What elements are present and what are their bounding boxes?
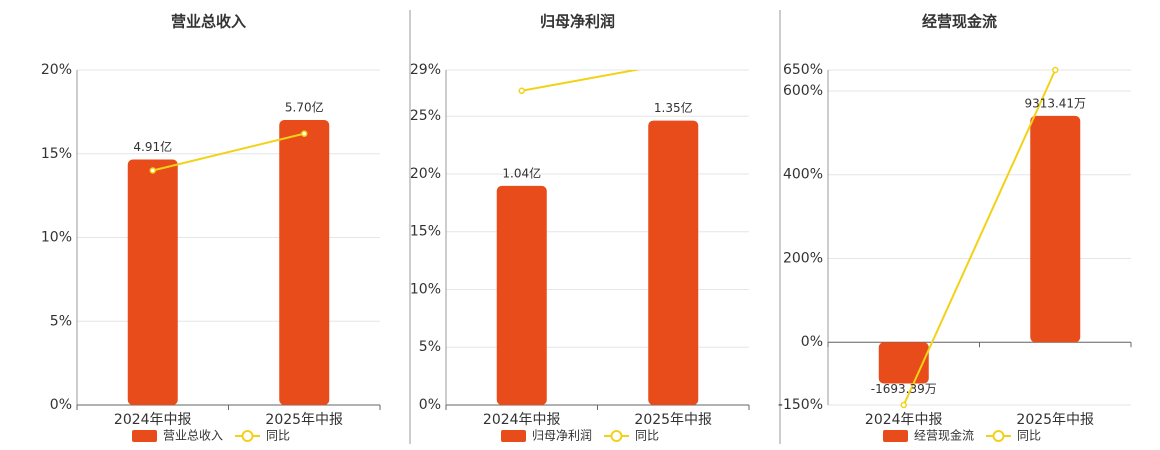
bar [878,342,929,384]
y-tick-label: 15% [410,224,441,240]
line-point [301,130,308,137]
y-tick-label: 20% [410,166,441,182]
y-tick-label: 5% [419,339,441,355]
legend-label: 同比 [266,429,290,443]
bar [279,120,330,405]
legend-swatch [501,430,526,442]
legend-label: 同比 [635,429,659,443]
legend-label: 营业总收入 [163,429,223,443]
legend-swatch [241,430,254,442]
y-tick-label: 200% [783,250,823,266]
y-tick-label: 10% [410,281,441,297]
bar [496,185,547,405]
y-tick-label: 29% [410,62,441,78]
bar [648,120,699,405]
y-tick-label: 10% [41,230,72,246]
value-label: -1693.39万 [871,382,937,396]
y-tick-label: 0% [419,397,441,413]
legend-swatch [610,430,623,442]
legend-swatch [883,430,908,442]
y-tick-label: 15% [41,146,72,162]
y-tick-label: 650% [783,62,823,78]
value-label: 9313.41万 [1024,96,1086,110]
x-tick-label: 2025年中报 [634,412,712,428]
line [152,132,305,172]
bar [127,159,178,405]
y-tick-label: 0% [801,334,823,350]
y-tick-label: 25% [410,108,441,124]
value-label: 5.70亿 [285,100,324,115]
bar [1030,115,1081,343]
x-tick-label: 2024年中报 [483,412,561,428]
value-label: 1.35亿 [654,100,693,115]
chart-title: 营业总收入 [171,13,246,31]
chart-title: 归母净利润 [540,13,615,31]
legend-swatch [992,430,1005,442]
y-tick-label: 20% [41,62,72,78]
x-tick-label: 2025年中报 [1016,412,1094,428]
y-tick-label: 0% [50,397,72,413]
y-tick-label: -150% [778,397,823,413]
x-tick-label: 2024年中报 [865,412,943,428]
line [902,69,1057,406]
legend-label: 同比 [1017,429,1041,443]
line-point [149,167,156,174]
y-tick-label: 600% [783,83,823,99]
plot [878,66,1081,409]
y-tick-label: 400% [783,167,823,183]
legend-label: 经营现金流 [914,428,974,443]
x-tick-label: 2025年中报 [265,412,343,428]
plot [127,120,330,405]
value-label: 1.04亿 [502,165,541,180]
line [521,70,641,92]
line-point [900,401,907,409]
legend-swatch [132,430,157,442]
legend-label: 归母净利润 [532,429,592,443]
y-tick-label: 5% [50,313,72,329]
line-point [518,87,525,95]
line-point [1052,66,1059,74]
plot [496,61,699,405]
line-point [671,61,676,66]
chart-title: 经营现金流 [922,13,997,31]
x-tick-label: 2024年中报 [114,412,192,428]
value-label: 4.91亿 [133,139,172,154]
